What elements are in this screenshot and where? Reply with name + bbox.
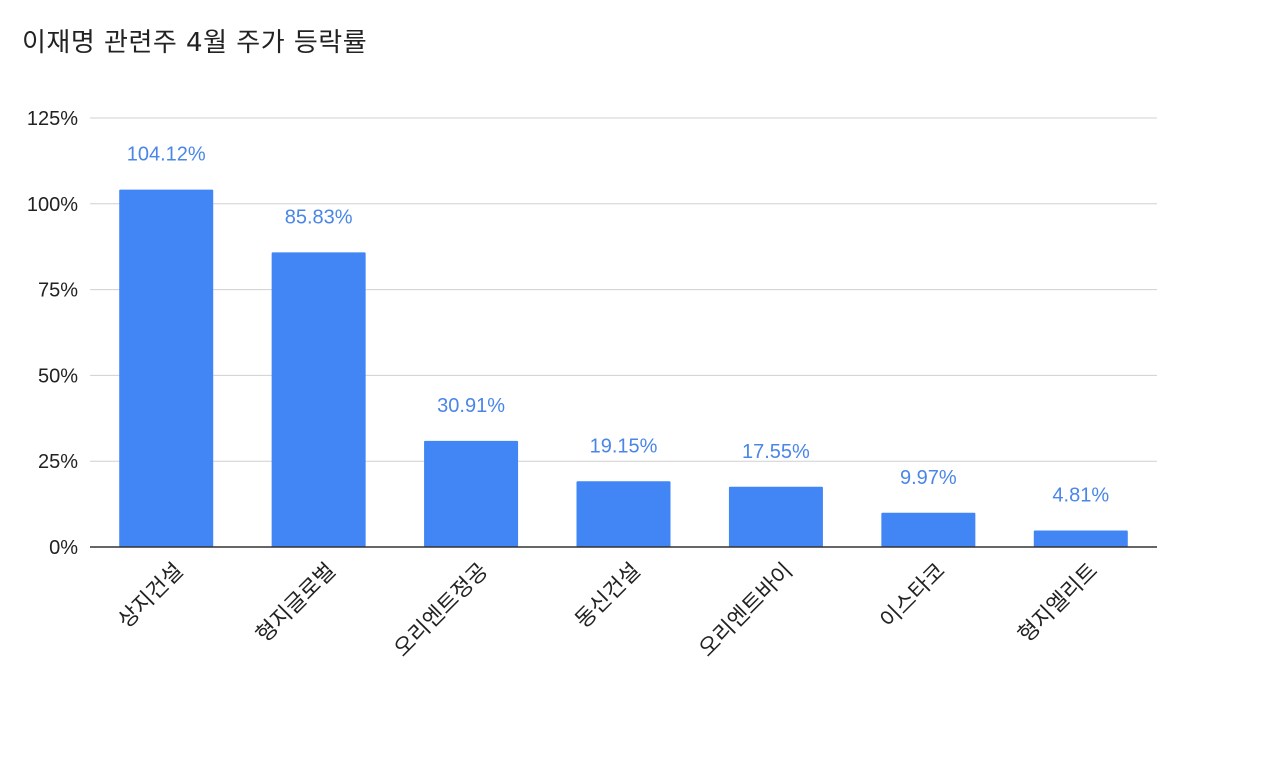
gridlines <box>90 117 1157 462</box>
data-label: 19.15% <box>590 435 658 457</box>
category-label: 오리엔트정공 <box>390 559 494 663</box>
category-label: 오리엔트바이 <box>695 559 799 663</box>
bar <box>271 252 366 547</box>
bar <box>119 189 214 547</box>
chart-title: 이재명 관련주 4월 주가 등락률 <box>22 28 368 58</box>
data-labels: 104.12% 85.83% 30.91% 19.15% 17.55% 9.97% 4.81… <box>127 144 1110 507</box>
data-label: 30.91% <box>437 395 505 417</box>
category-label: 형지글로벌 <box>252 559 341 648</box>
bar <box>1033 530 1128 547</box>
y-tick-label: 25% <box>38 451 78 473</box>
bar <box>728 486 823 547</box>
category-label: 동신건설 <box>571 559 646 634</box>
y-tick-label: 50% <box>38 365 78 387</box>
category-labels: 상지건설 형지글로벌 오리엔트정공 동신건설 오리엔트바이 이스타코 형지엘리트 <box>114 559 1104 663</box>
data-label: 9.97% <box>900 467 957 489</box>
category-label: 이스타코 <box>876 559 951 634</box>
bars <box>119 189 1128 547</box>
y-tick-label: 75% <box>38 280 78 302</box>
y-axis-tick-labels: 0% 25% 50% 75% 100% 125% <box>27 108 78 559</box>
data-label: 85.83% <box>285 206 353 228</box>
bar <box>576 481 671 547</box>
y-tick-label: 100% <box>27 194 78 216</box>
category-label: 상지건설 <box>114 559 189 634</box>
bar <box>424 440 519 547</box>
data-label: 4.81% <box>1052 484 1109 506</box>
y-tick-label: 125% <box>27 108 78 130</box>
category-label: 형지엘리트 <box>1014 559 1103 648</box>
y-tick-label: 0% <box>49 537 78 559</box>
bar <box>881 512 976 547</box>
data-label: 17.55% <box>742 441 810 463</box>
data-label: 104.12% <box>127 144 206 166</box>
